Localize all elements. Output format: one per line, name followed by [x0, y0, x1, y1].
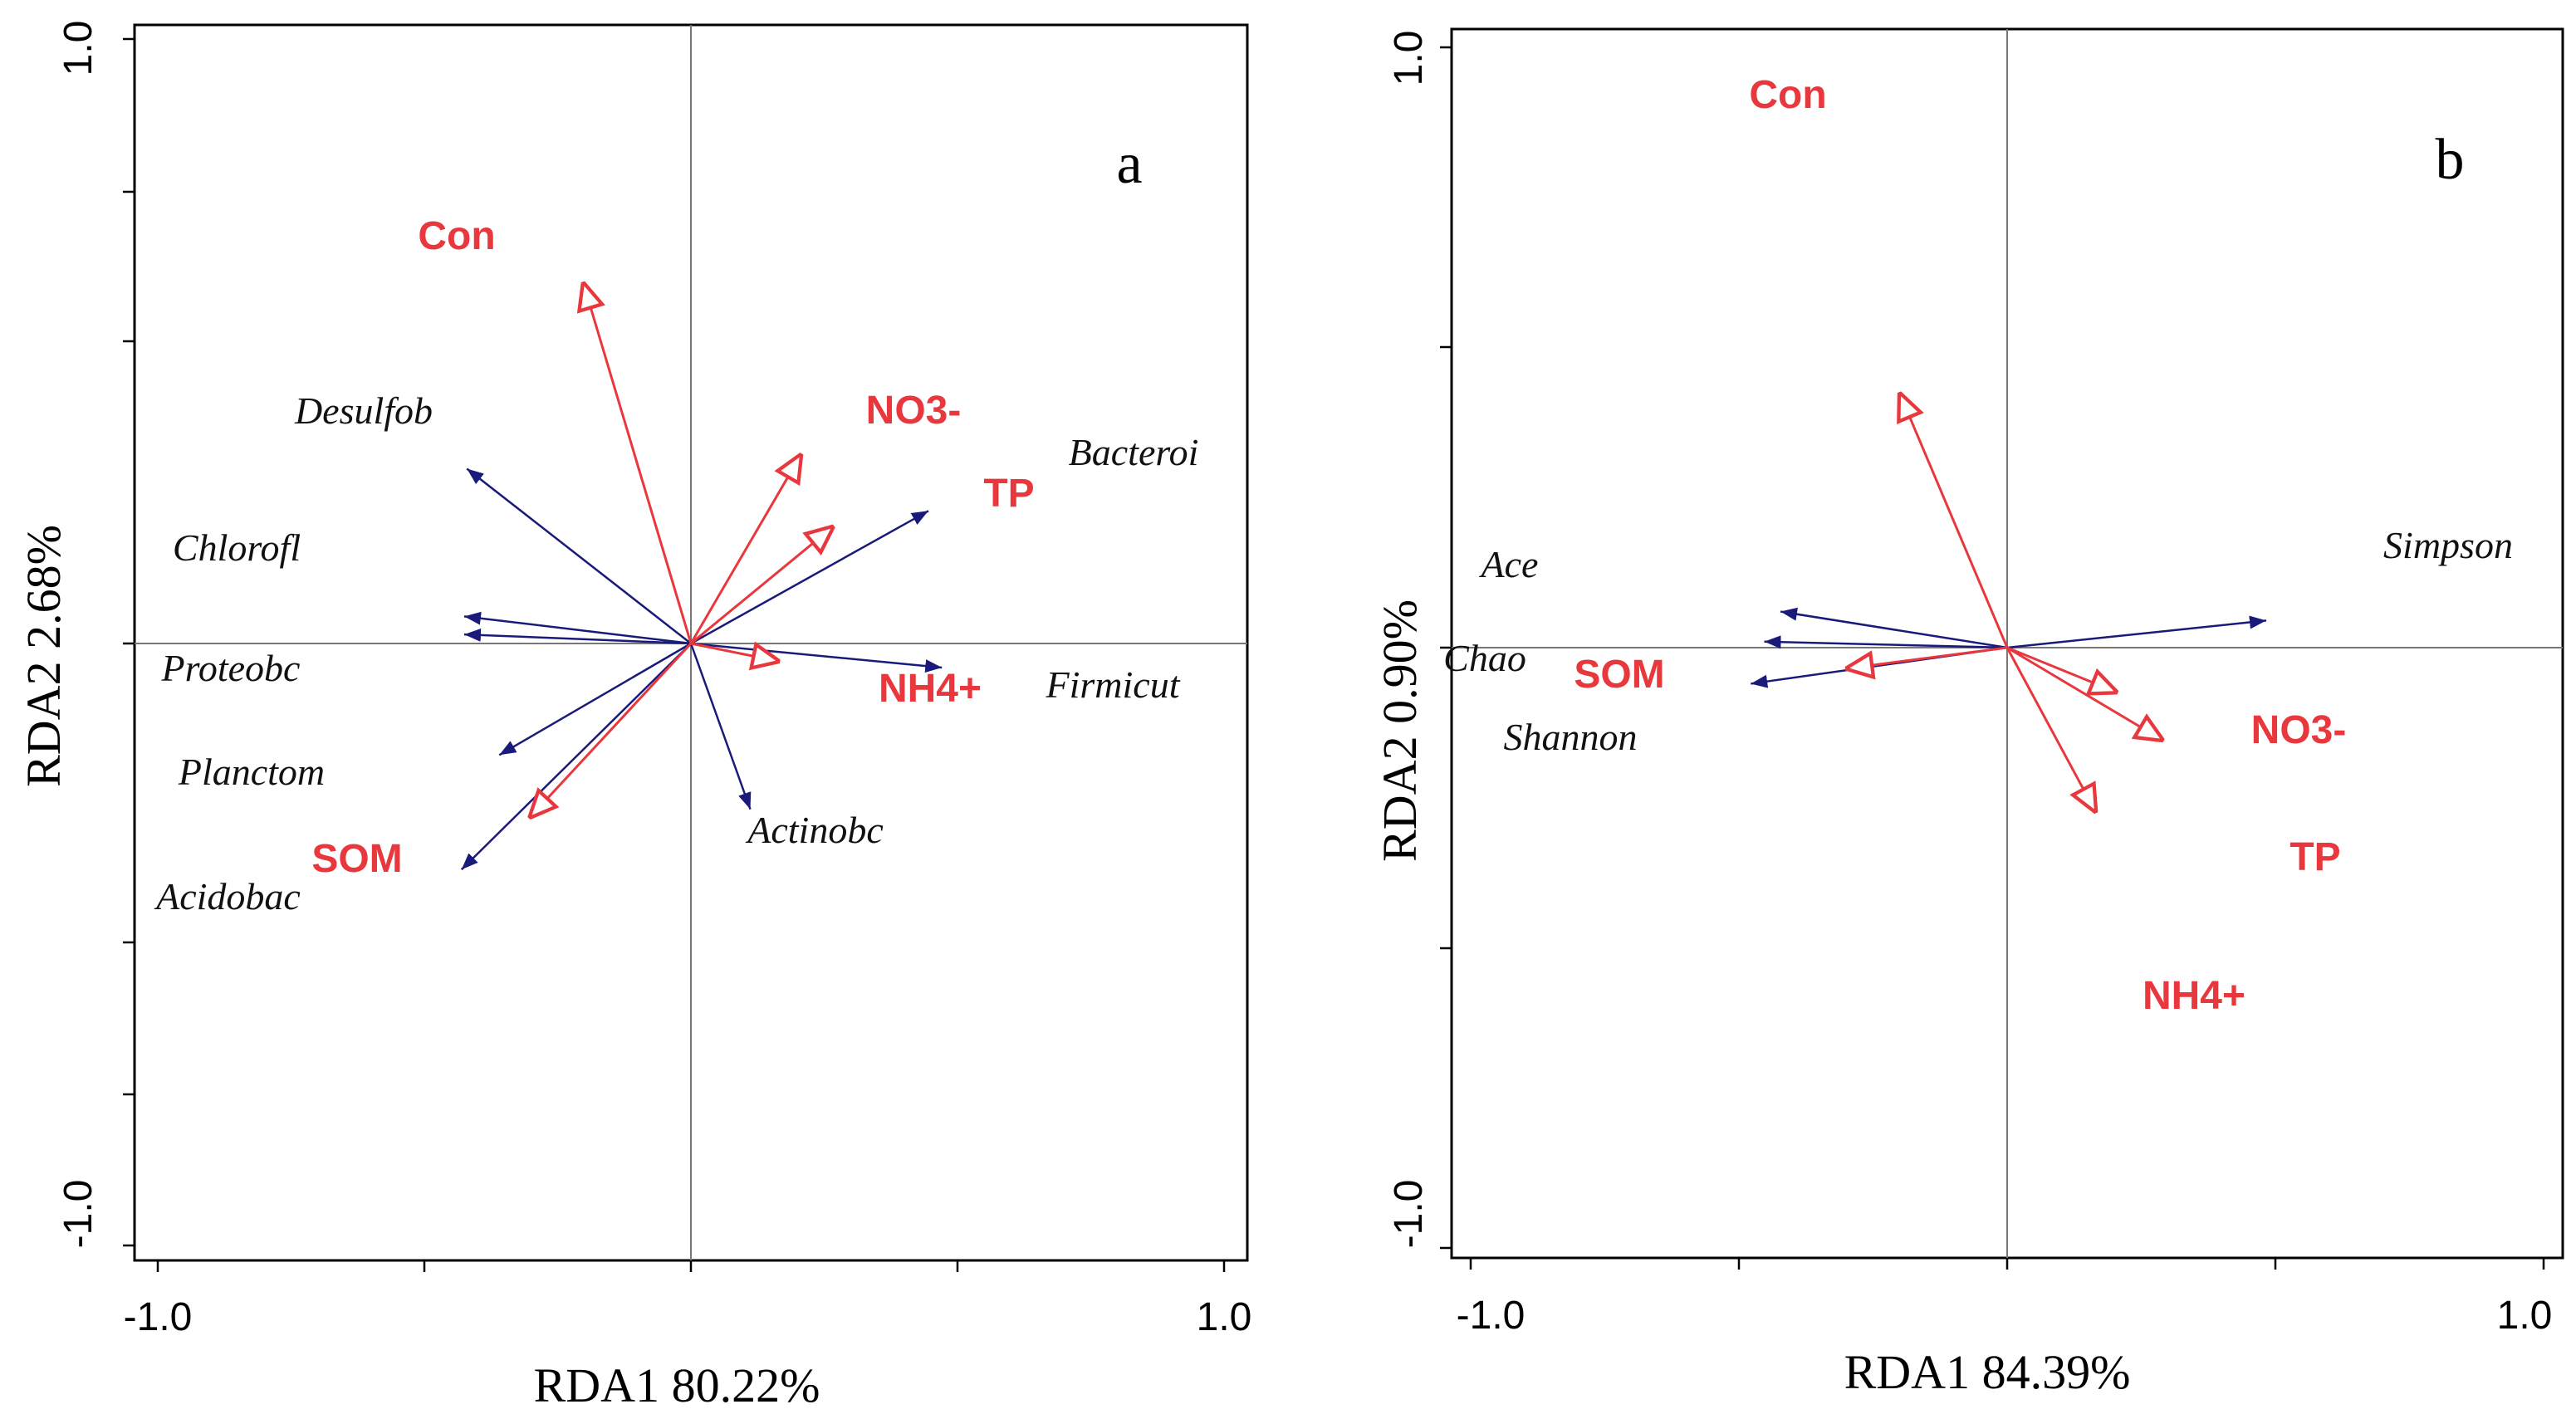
env-label-no3: NO3- [2251, 708, 2347, 752]
species-vector-chao [1764, 635, 2008, 649]
species-label-chao: Chao [1443, 637, 1526, 679]
x-tick-label-max: 1.0 [1197, 1295, 1252, 1339]
y-tick-label-min: -1.0 [1387, 1180, 1431, 1249]
env-label-con: Con [1749, 73, 1826, 117]
x-axis-title: RDA1 84.39% [1844, 1345, 2131, 1399]
env-label-tp: TP [983, 472, 1034, 516]
env-vector-som [1845, 646, 2008, 668]
env-vector-no3 [2006, 646, 2118, 692]
env-vector-nh4 [2005, 647, 2096, 813]
species-vector-chlorofl [463, 611, 692, 645]
axis-ticks [123, 37, 1226, 1272]
env-label-nh4: NH4+ [879, 667, 982, 711]
rda-plot-b: -1.0 1.0 1.0 -1.0 RDA1 84.39% RDA2 0.90%… [1373, 27, 2564, 1399]
y-tick-label-max: 1.0 [56, 21, 100, 76]
y-tick-label-min: -1.0 [56, 1180, 100, 1249]
env-label-con: Con [418, 214, 495, 258]
species-label-shannon: Shannon [1504, 716, 1638, 758]
vector-layer: Desulfob Chlorofl Proteobc Planctom Acidobac… [154, 214, 1198, 917]
species-label-firmicut: Firmicut [1046, 663, 1181, 706]
species-label-proteobc: Proteobc [161, 647, 301, 689]
species-label-ace: Ace [1479, 543, 1539, 585]
species-label-chlorofl: Chlorofl [173, 526, 301, 569]
x-tick-label-min: -1.0 [124, 1295, 193, 1339]
species-label-desulfob: Desulfob [294, 389, 433, 432]
y-axis-title: RDA2 0.90% [1373, 599, 1427, 862]
env-vector-tp [2006, 646, 2164, 741]
env-vector-som [529, 642, 693, 819]
env-label-no3: NO3- [866, 389, 962, 433]
species-vector-ace [1780, 607, 2008, 649]
panel-label: a [1116, 132, 1142, 196]
env-vector-nh4 [690, 643, 780, 662]
species-vector-acidobac [460, 643, 692, 871]
species-label-acidobac: Acidobac [154, 875, 301, 917]
env-vector-con [1899, 392, 2009, 648]
species-vector-actinobc [689, 643, 752, 810]
env-label-som: SOM [1574, 653, 1664, 697]
species-vector-desulfob [466, 467, 692, 644]
species-label-bacteroi: Bacteroi [1069, 431, 1199, 473]
y-axis-title: RDA2 2.68% [17, 525, 71, 787]
species-vector-bacteroi [690, 510, 929, 645]
species-vector-simpson [2006, 615, 2267, 649]
panel-label: b [2436, 128, 2465, 192]
rda-plot-a: -1.0 1.0 1.0 -1.0 RDA1 80.22% RDA2 2.68%… [17, 21, 1251, 1412]
species-label-planctom: Planctom [178, 751, 325, 793]
axis-ticks [1440, 46, 2545, 1270]
x-tick-label-min: -1.0 [1457, 1294, 1526, 1338]
vector-layer: Ace Chao Shannon Simpson Con SOM NO3- TP NH4+ [1443, 73, 2513, 1018]
y-tick-label-max: 1.0 [1387, 31, 1431, 86]
species-vector-planctom [498, 642, 692, 756]
species-label-actinobc: Actinobc [745, 809, 884, 851]
x-tick-label-max: 1.0 [2497, 1294, 2553, 1338]
env-vector-no3 [689, 453, 801, 644]
env-label-tp: TP [2290, 835, 2340, 879]
env-label-nh4: NH4+ [2143, 974, 2245, 1018]
env-vector-tp [690, 526, 834, 645]
x-axis-title: RDA1 80.22% [534, 1358, 820, 1412]
env-vector-con [583, 281, 693, 644]
species-vector-firmicut [690, 642, 943, 673]
species-vector-proteobc [463, 628, 692, 645]
env-label-som: SOM [311, 837, 402, 881]
species-label-simpson: Simpson [2383, 524, 2513, 566]
